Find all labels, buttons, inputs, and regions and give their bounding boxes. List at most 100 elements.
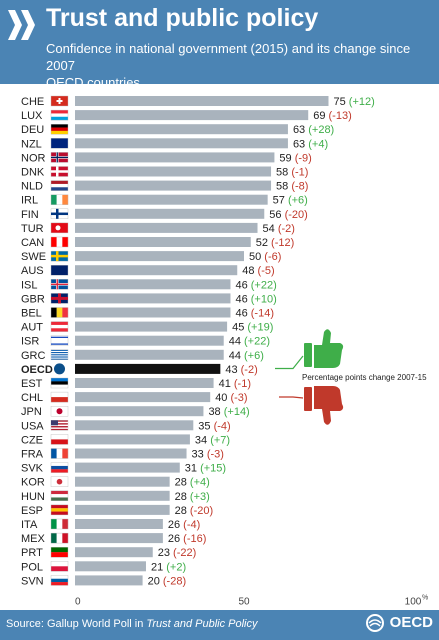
- data-label: 63 (+4): [293, 138, 328, 150]
- flag-stripe: [51, 183, 68, 188]
- change-label: (+2): [166, 561, 186, 573]
- flag-stripe: [51, 547, 68, 553]
- data-label: 52 (-12): [256, 237, 295, 249]
- category-label: LUX: [21, 110, 43, 122]
- flag-stripe: [51, 381, 68, 385]
- value-label: 43: [225, 364, 240, 376]
- flag-stripe: [62, 519, 69, 529]
- change-label: (-20): [285, 209, 308, 221]
- category-label: NLD: [21, 181, 43, 193]
- value-label: 46: [235, 293, 250, 305]
- source-title: Trust and Public Policy: [146, 618, 258, 630]
- flag-detail: [51, 355, 68, 357]
- flag-border: [50, 321, 69, 332]
- data-label: 33 (-3): [192, 449, 224, 461]
- value-label: 38: [208, 406, 223, 418]
- bar: [75, 420, 194, 431]
- category-label: JPN: [21, 406, 42, 418]
- change-label: (+19): [247, 322, 273, 334]
- flag-stripe: [51, 127, 68, 131]
- data-label: 23 (-22): [158, 547, 197, 559]
- flag-border: [50, 518, 69, 530]
- chart-area: CHE 75 (+12) LUX 69 (-13) DEU 63 (+28) NZL 63 (…: [0, 84, 439, 610]
- value-label: 33: [192, 449, 207, 461]
- x-tick-label: 100: [405, 597, 422, 608]
- flag-detail: [51, 424, 68, 427]
- bar: [75, 406, 204, 417]
- change-label: (-13): [329, 110, 352, 122]
- flag-border: [50, 109, 69, 121]
- oecd-logo: OECD: [365, 613, 433, 633]
- data-label: 69 (-13): [313, 110, 352, 122]
- value-label: 44: [229, 336, 244, 348]
- connector-down: [279, 396, 304, 399]
- change-label: (-20): [190, 505, 213, 517]
- category-label: FIN: [21, 209, 39, 221]
- flag-border: [50, 504, 69, 516]
- category-label: DNK: [21, 167, 45, 179]
- bar: [75, 222, 258, 233]
- flag-detail: [56, 100, 63, 102]
- category-label: HUN: [21, 491, 45, 503]
- flag-stripe: [51, 566, 68, 572]
- change-label: (-3): [230, 392, 247, 404]
- source-note: Source: Gallup World Poll in Trust and P…: [6, 618, 258, 630]
- bar: [75, 490, 170, 501]
- data-label: 45 (+19): [232, 322, 273, 334]
- data-label: 20 (-28): [148, 575, 187, 587]
- flag-stripe: [56, 533, 63, 544]
- flag-oecd: [54, 363, 65, 375]
- bar: [75, 434, 190, 445]
- flag-stripe: [62, 533, 69, 544]
- flag-stripe: [51, 490, 68, 495]
- change-label: (-4): [183, 519, 200, 531]
- change-label: (+14): [224, 406, 250, 418]
- value-label: 31: [185, 463, 200, 475]
- change-label: (-3): [207, 449, 224, 461]
- category-label: FRA: [21, 449, 44, 461]
- flag-stripe: [51, 130, 68, 135]
- bar: [75, 208, 265, 219]
- flag-stripe: [51, 508, 68, 512]
- change-label: (-9): [295, 152, 312, 164]
- flag-border: [50, 547, 69, 558]
- oecd-globe-icon: [366, 614, 385, 632]
- bar: [75, 237, 251, 247]
- subtitle-line-1: Confidence in national government (2015)…: [46, 41, 411, 73]
- data-label: 26 (-4): [168, 519, 200, 531]
- bar: [75, 462, 180, 473]
- change-label: (-5): [258, 265, 275, 277]
- flag-detail: [51, 336, 68, 338]
- data-label: 35 (-4): [198, 420, 230, 432]
- data-label: 28 (-20): [175, 505, 214, 517]
- flag-detail: [51, 350, 68, 353]
- data-label: 57 (+6): [273, 195, 308, 207]
- change-label: (+7): [210, 434, 230, 446]
- data-label: 75 (+12): [334, 96, 375, 108]
- category-label: AUT: [21, 322, 43, 334]
- value-label: 28: [175, 477, 190, 489]
- data-label: 44 (+6): [229, 350, 264, 362]
- category-label: NZL: [21, 138, 42, 150]
- value-label: 28: [175, 491, 190, 503]
- flag-stripe: [51, 187, 68, 191]
- change-label: (-8): [291, 181, 308, 193]
- flag-stripe: [51, 392, 68, 398]
- change-label: (+28): [308, 124, 334, 136]
- flag-stripe: [51, 321, 68, 326]
- category-label: BEL: [21, 308, 42, 320]
- flag-stripe: [56, 194, 63, 205]
- flag-grc: [50, 349, 69, 360]
- flag-stripe: [51, 180, 68, 185]
- bar: [75, 378, 214, 388]
- flag-detail: [51, 343, 68, 345]
- flag-border: [50, 307, 69, 318]
- bar: [75, 575, 143, 586]
- bar: [75, 504, 170, 515]
- category-label: USA: [21, 420, 44, 432]
- change-label: (+22): [244, 336, 270, 348]
- thumbs-down-icon: [304, 386, 344, 425]
- category-label: SVK: [21, 463, 44, 475]
- value-label: 63: [293, 138, 308, 150]
